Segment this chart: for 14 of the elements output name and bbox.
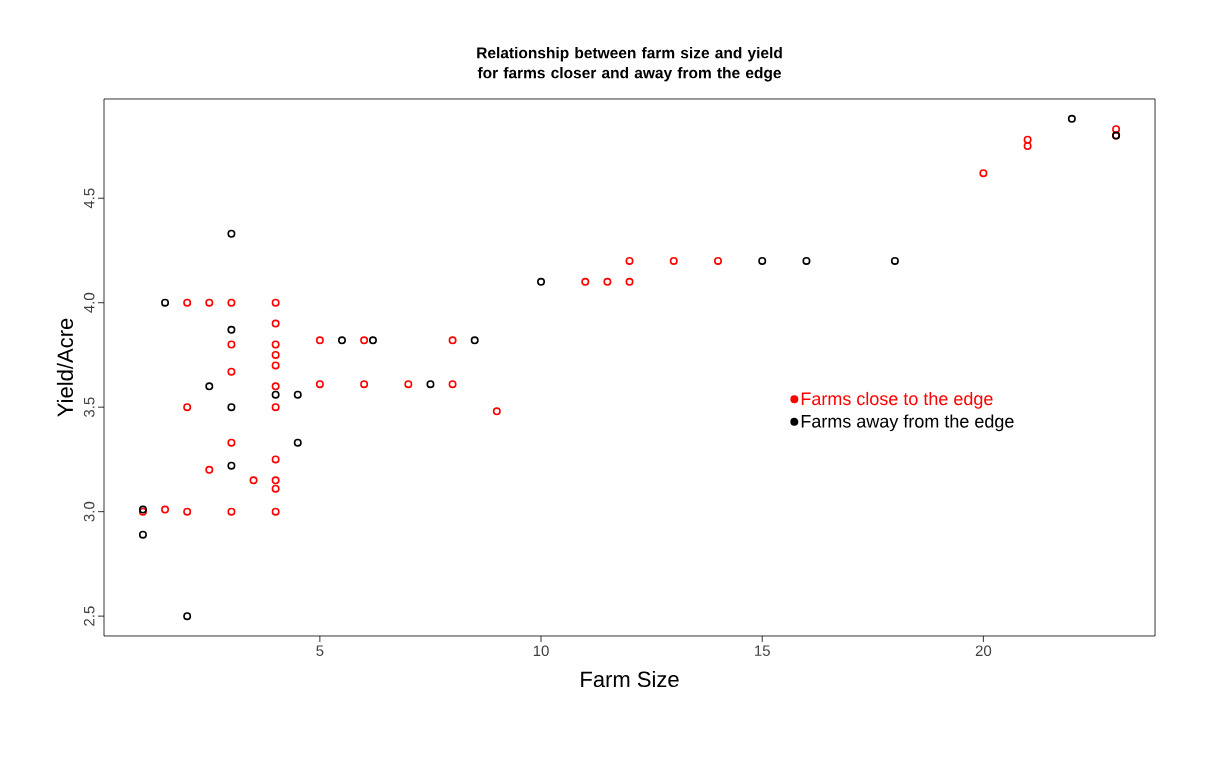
x-tick-label: 15 (755, 645, 770, 656)
y-tick-label: 4.0 (83, 292, 95, 313)
y-tick-label: 3.5 (83, 397, 95, 418)
x-tick-label: 10 (533, 645, 549, 657)
y-axis-title: Yield/Acre (56, 318, 74, 417)
y-tick-label: 4.5 (84, 188, 95, 209)
chart-title: Relationship between farm size and yield for farms closer and away from the edge (477, 46, 782, 82)
y-tick-label: 2.5 (83, 606, 95, 626)
x-axis-title: Farm Size (581, 670, 679, 688)
x-tick-label: 5 (316, 645, 324, 656)
y-tick-label: 3.0 (83, 501, 95, 522)
legend-label: Farms away from the edge (801, 414, 1014, 432)
legend-label: Farms close to the edge (801, 391, 993, 409)
x-tick-label: 20 (975, 645, 992, 657)
